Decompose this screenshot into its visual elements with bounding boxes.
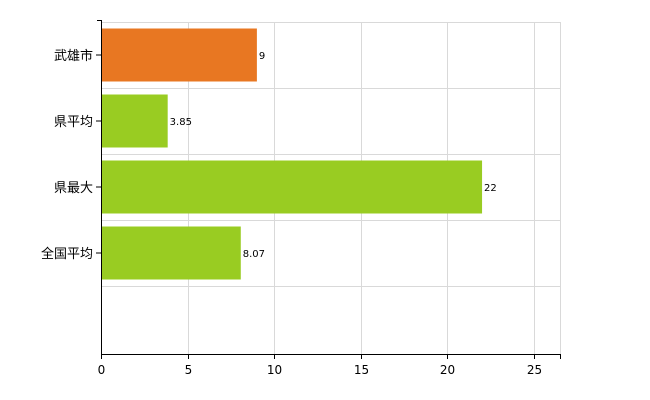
bar: [101, 94, 168, 148]
bar: [101, 160, 483, 214]
data-label: 8.07: [243, 249, 265, 260]
x-tick-label: 0: [98, 363, 106, 377]
x-tick-label: 15: [354, 363, 369, 377]
category-label: 全国平均: [41, 246, 93, 262]
x-tick-label: 25: [527, 363, 542, 377]
category-label: 武雄市: [54, 48, 93, 64]
x-tick-label: 20: [440, 363, 455, 377]
bar: [101, 28, 257, 82]
data-label: 22: [484, 183, 497, 194]
data-label: 9: [259, 51, 265, 62]
category-label: 県最大: [54, 181, 93, 196]
x-tick-label: 10: [267, 363, 282, 377]
x-tick-label: 5: [185, 363, 193, 377]
bar: [101, 226, 241, 280]
category-label: 県平均: [54, 115, 93, 130]
data-label: 3.85: [170, 117, 192, 128]
